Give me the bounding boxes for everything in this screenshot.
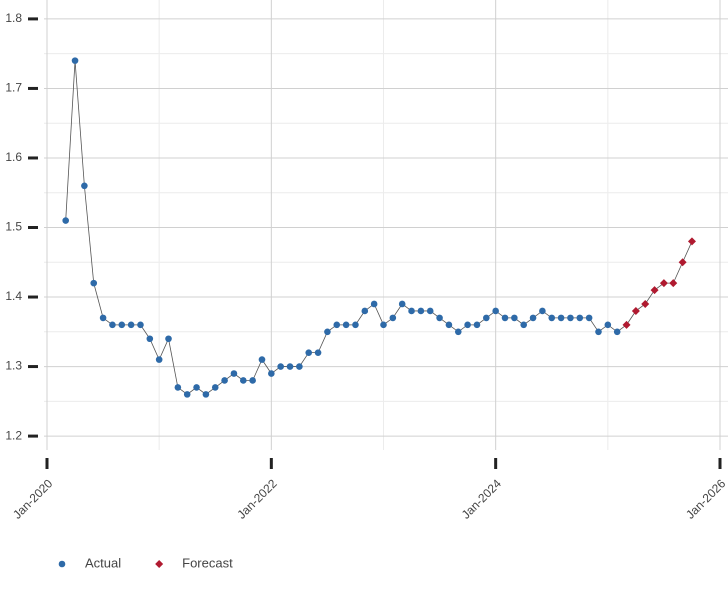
data-point (352, 321, 359, 329)
data-point (464, 321, 471, 329)
data-point (398, 300, 406, 308)
data-point (268, 370, 275, 377)
data-point (473, 321, 481, 329)
data-point (202, 391, 210, 398)
data-point (641, 299, 650, 308)
data-point (370, 300, 378, 308)
x-tick-label: Jan-2024 (459, 476, 505, 522)
data-point (90, 279, 98, 287)
data-point (408, 307, 415, 315)
data-point (687, 237, 696, 246)
data-point (631, 306, 640, 315)
data-point (576, 314, 584, 322)
y-tick-label: 1.6 (5, 150, 22, 164)
data-point (221, 377, 228, 384)
data-point (333, 321, 341, 329)
data-point (342, 321, 350, 329)
data-point (389, 314, 397, 322)
data-point (193, 384, 200, 391)
y-tick-label: 1.3 (5, 359, 22, 373)
legend-marker (155, 560, 164, 568)
y-tick-label: 1.2 (5, 428, 22, 442)
data-point (81, 182, 88, 190)
data-point (258, 356, 266, 363)
data-point (567, 314, 574, 322)
data-point (650, 286, 659, 295)
legend-label: Actual (85, 555, 121, 570)
data-point (595, 328, 602, 336)
data-point (155, 356, 163, 363)
data-point (539, 307, 546, 315)
data-point (511, 314, 518, 322)
data-point (520, 321, 528, 329)
y-tick-label: 1.7 (5, 81, 22, 95)
legend-marker (58, 560, 66, 568)
y-tick-label: 1.5 (5, 220, 22, 234)
data-point (548, 314, 556, 322)
x-tick-label: Jan-2026 (683, 476, 728, 522)
legend-label: Forecast (182, 555, 233, 570)
data-point (417, 307, 425, 315)
data-point (678, 258, 687, 267)
data-point (492, 307, 499, 315)
data-point (146, 335, 154, 343)
data-point (622, 320, 631, 329)
data-point (109, 321, 116, 329)
data-point (529, 314, 537, 322)
data-point (669, 279, 678, 288)
data-point (183, 391, 191, 398)
data-point (445, 321, 453, 329)
data-point (585, 314, 593, 322)
data-point (174, 384, 182, 391)
x-tick-label: Jan-2022 (234, 476, 280, 522)
data-point (165, 335, 172, 343)
data-point (127, 321, 135, 329)
data-point (286, 363, 294, 370)
data-point (659, 279, 668, 288)
x-tick-label: Jan-2020 (10, 476, 56, 522)
data-point (483, 314, 490, 322)
data-point (296, 363, 303, 370)
data-point (436, 314, 443, 322)
data-point (211, 384, 219, 391)
data-point (71, 57, 79, 64)
data-point (454, 328, 462, 336)
data-point (314, 349, 322, 356)
data-point (118, 321, 126, 329)
data-point (62, 217, 69, 224)
data-point (99, 314, 107, 322)
data-point (137, 321, 144, 329)
data-point (380, 321, 387, 329)
data-point (613, 328, 621, 336)
data-point (277, 363, 284, 370)
y-tick-label: 1.4 (5, 289, 22, 303)
data-point (501, 314, 509, 322)
data-point (305, 349, 313, 356)
data-point (249, 377, 256, 384)
data-point (239, 377, 247, 384)
data-point (324, 328, 331, 336)
data-point (604, 321, 612, 329)
data-point (230, 370, 238, 377)
data-point (361, 307, 369, 315)
y-tick-label: 1.8 (5, 11, 22, 25)
data-point (426, 307, 434, 315)
data-point (557, 314, 565, 322)
